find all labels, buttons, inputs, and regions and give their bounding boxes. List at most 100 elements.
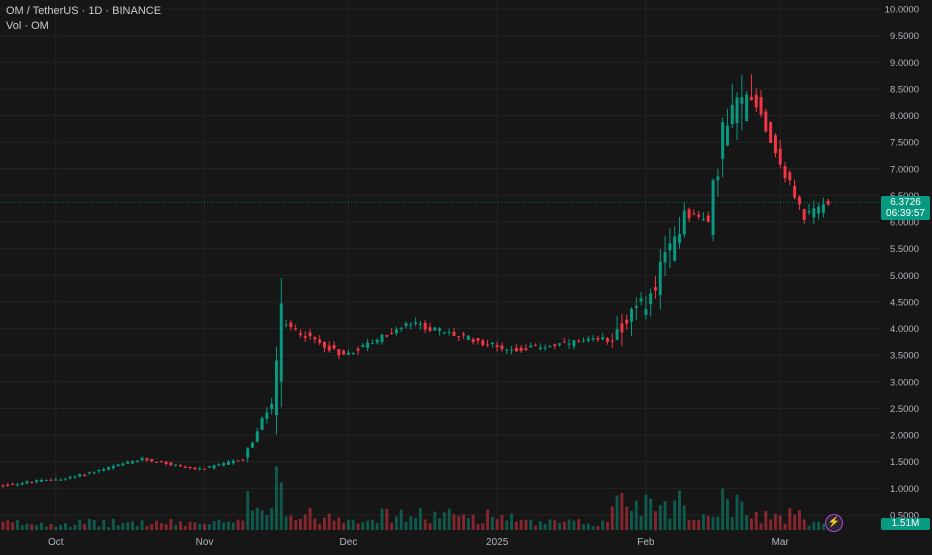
candle-body — [745, 94, 749, 122]
volume-bar — [337, 517, 341, 530]
candle-body — [116, 464, 120, 467]
candle-body — [145, 458, 149, 461]
volume-bar — [227, 521, 230, 530]
candle-body — [207, 466, 211, 468]
candle-body — [481, 340, 485, 346]
volume-bar — [433, 511, 437, 530]
volume-bar — [663, 501, 667, 530]
volume-bar — [701, 514, 705, 530]
lightning-icon[interactable]: ⚡ — [825, 514, 843, 532]
volume-bar — [735, 494, 739, 530]
volume-bar — [529, 519, 533, 530]
candle-body — [433, 327, 437, 331]
candle-body — [452, 331, 456, 336]
volume-bar — [68, 527, 72, 530]
volume-bar — [716, 516, 720, 530]
volume-bar — [313, 518, 317, 530]
time-tick-label: Feb — [637, 537, 655, 548]
volume-bar — [318, 523, 322, 530]
candle-body — [428, 327, 432, 331]
volume-bar — [231, 522, 235, 530]
time-tick-label: Dec — [340, 537, 358, 548]
volume-bar — [514, 521, 518, 530]
candle-body — [227, 461, 230, 465]
volume-bar — [11, 522, 15, 530]
grid-lines — [0, 0, 880, 530]
volume-bar — [375, 523, 379, 530]
candle-body — [284, 324, 288, 326]
volume-bar — [773, 513, 777, 530]
candle-body — [274, 360, 278, 416]
candle-body — [327, 345, 331, 351]
candle-body — [303, 336, 307, 339]
volume-bar — [591, 525, 595, 530]
candle-body — [73, 476, 77, 478]
candle-body — [15, 484, 19, 486]
volume-bar — [164, 524, 168, 530]
volume-bar — [399, 509, 403, 530]
candle-body — [658, 261, 662, 296]
candle-body — [385, 335, 389, 337]
volume-bar — [548, 519, 552, 530]
candle-body — [749, 97, 753, 101]
volume-bar — [601, 520, 605, 530]
candle-body — [35, 480, 39, 482]
volume-bar — [155, 520, 159, 530]
volume-bar — [193, 522, 197, 530]
candle-body — [572, 340, 576, 347]
volume-bar — [394, 516, 398, 530]
symbol-legend[interactable]: OM / TetherUS · 1D · BINANCE Vol · OM — [6, 4, 161, 34]
candle-body — [697, 214, 701, 217]
volume-legend[interactable]: Vol · OM — [6, 20, 49, 32]
candle-body — [87, 472, 91, 474]
volume-bar — [102, 519, 106, 530]
volume-bar — [126, 522, 130, 530]
volume-bar — [250, 510, 254, 530]
candle-body — [778, 148, 782, 165]
candle-body — [250, 442, 254, 448]
candle-body — [30, 481, 34, 483]
candle-body — [625, 319, 629, 324]
candle-body — [668, 243, 672, 251]
candle-body — [246, 448, 250, 458]
volume-bar — [83, 523, 87, 530]
volume-bar — [44, 526, 48, 530]
volume-bar — [255, 507, 259, 530]
candle-body — [135, 460, 139, 462]
candle-body — [514, 347, 518, 352]
candle-body — [783, 166, 787, 179]
symbol-title[interactable]: OM / TetherUS · 1D · BINANCE — [6, 5, 162, 17]
volume-bar — [644, 494, 648, 530]
volume-bar — [303, 514, 307, 530]
candle-body — [505, 349, 509, 351]
candle-body — [567, 343, 571, 345]
time-tick-label: Mar — [772, 537, 790, 548]
candle-body — [716, 176, 720, 181]
volume-bar — [807, 525, 811, 530]
candle-body — [615, 329, 619, 340]
volume-bar — [87, 518, 91, 530]
candle-body — [394, 329, 398, 334]
candle-body — [49, 479, 53, 481]
candle-body — [260, 417, 264, 430]
candle-body — [630, 308, 633, 322]
candle-body — [687, 209, 691, 219]
candle-body — [337, 349, 341, 356]
volume-bar — [73, 524, 77, 530]
volume-bar — [404, 521, 408, 530]
volume-bar — [562, 521, 566, 530]
volume-bar — [111, 518, 115, 530]
candle-body — [476, 337, 480, 341]
volume-bar — [740, 501, 744, 530]
candle-body — [169, 462, 173, 466]
candle-body — [677, 233, 681, 243]
volume-bar — [802, 519, 806, 530]
volume-bar — [294, 520, 298, 530]
volume-bar — [764, 510, 768, 530]
candle-body — [318, 339, 322, 343]
candle-body — [409, 324, 413, 326]
volume-bar — [6, 520, 10, 530]
candle-body — [342, 350, 346, 355]
